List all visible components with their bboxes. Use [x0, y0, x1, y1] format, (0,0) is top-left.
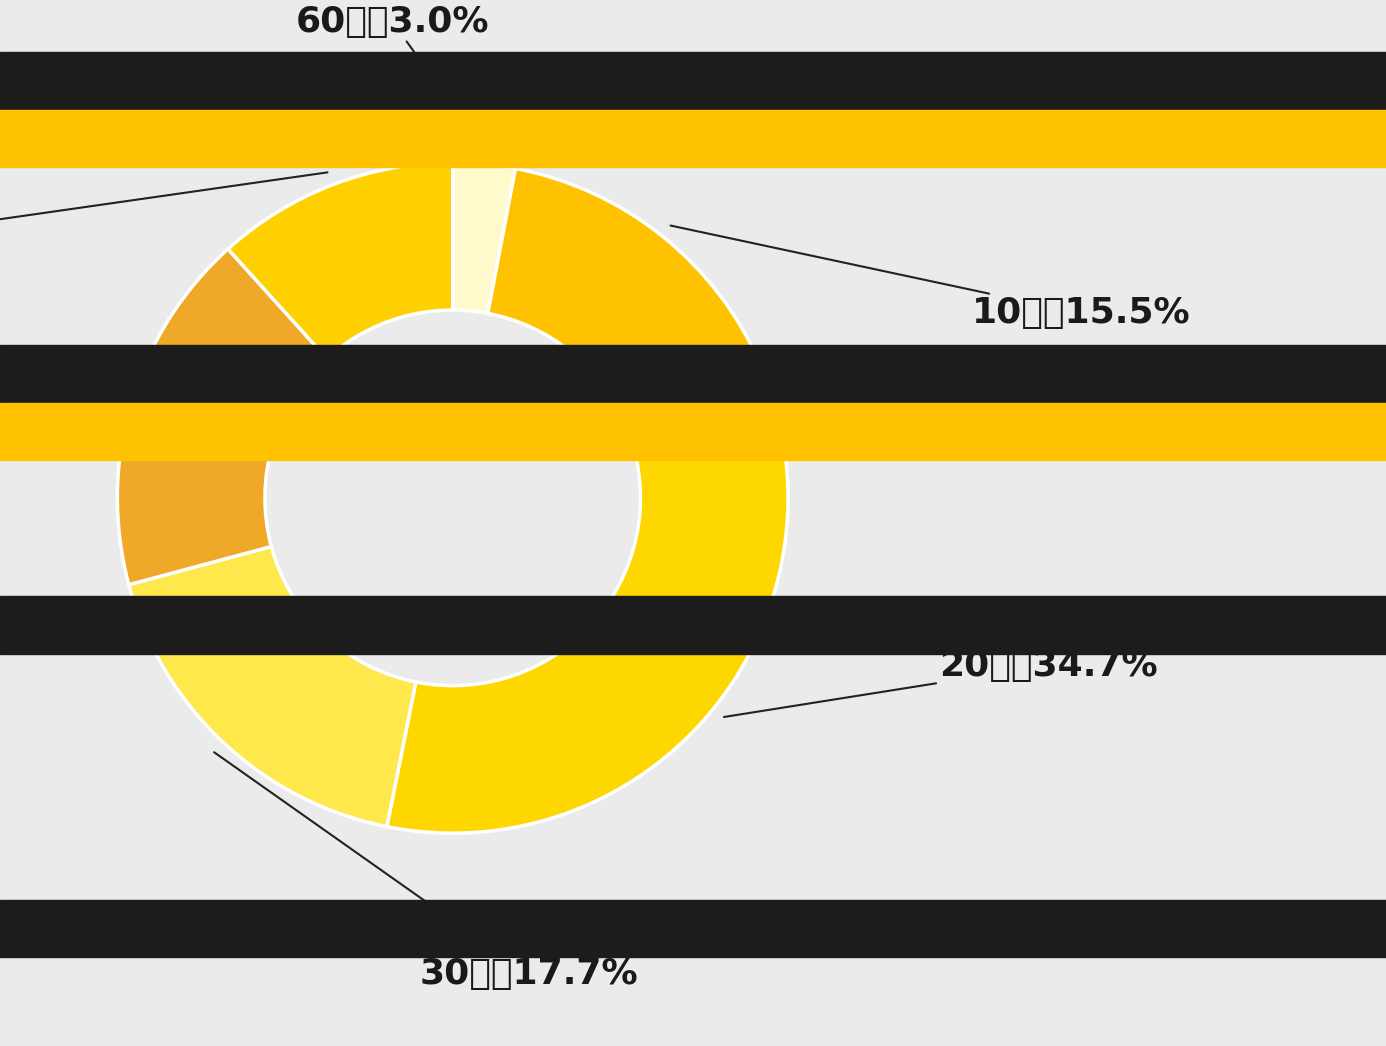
- Wedge shape: [129, 546, 416, 826]
- Wedge shape: [227, 162, 453, 359]
- Text: 50代－11.7%: 50代－11.7%: [0, 173, 327, 253]
- Text: 30代－17.7%: 30代－17.7%: [215, 752, 638, 991]
- Bar: [0, 110, 1386, 167]
- Wedge shape: [387, 364, 789, 834]
- Bar: [0, 403, 1386, 460]
- Bar: [0, 345, 1386, 403]
- Wedge shape: [118, 249, 327, 585]
- Wedge shape: [488, 168, 761, 423]
- Bar: [0, 52, 1386, 110]
- Text: 20代－34.7%: 20代－34.7%: [723, 649, 1157, 717]
- Text: 60代－3.0%: 60代－3.0%: [295, 4, 489, 151]
- Text: 40代－17.5%: 40代－17.5%: [0, 400, 118, 498]
- Bar: [0, 900, 1386, 957]
- Wedge shape: [453, 162, 516, 314]
- Bar: [0, 596, 1386, 654]
- Text: 10代－15.5%: 10代－15.5%: [671, 226, 1191, 331]
